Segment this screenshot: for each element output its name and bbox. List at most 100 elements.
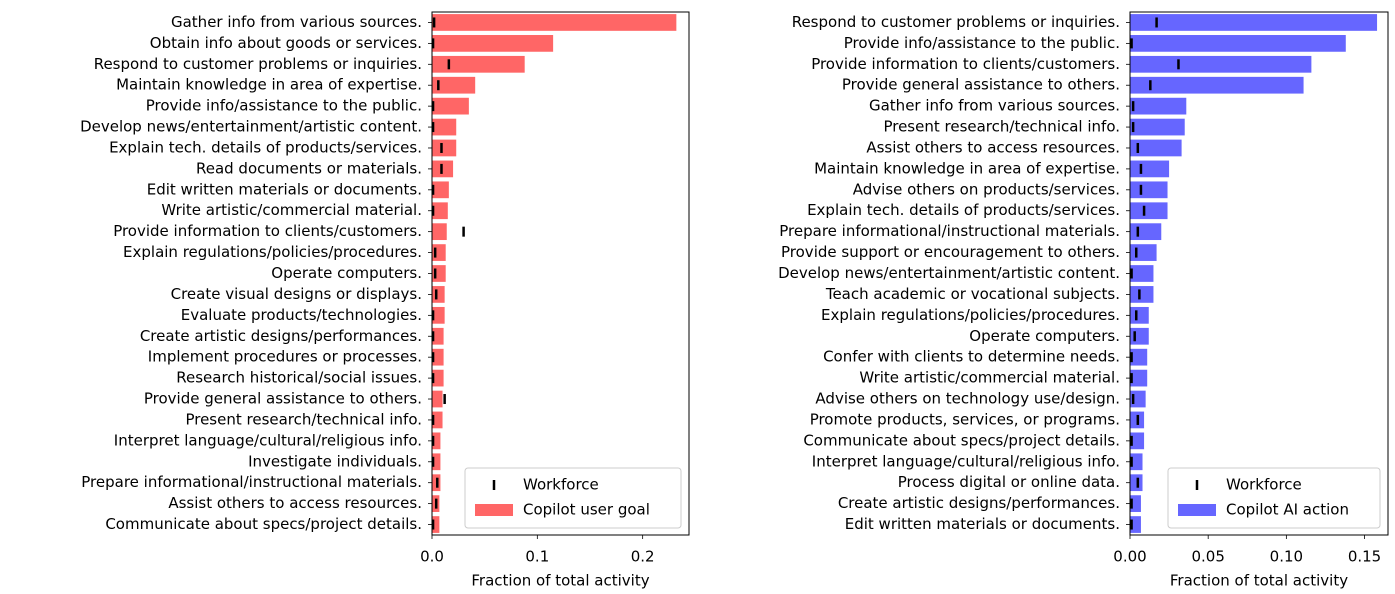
bar — [1130, 369, 1148, 387]
legend-swatch — [1178, 504, 1216, 516]
y-tick-label: Develop news/entertainment/artistic cont… — [778, 264, 1120, 282]
bar — [1130, 160, 1170, 178]
y-tick-label: Gather info from various sources. — [869, 97, 1120, 115]
bar — [1130, 306, 1149, 324]
y-tick-label: Explain tech. details of products/servic… — [109, 138, 422, 156]
y-tick-label: Develop news/entertainment/artistic cont… — [80, 118, 422, 136]
y-tick-label: Gather info from various sources. — [171, 13, 422, 31]
bar — [1130, 495, 1141, 512]
bar — [432, 202, 448, 220]
legend-label: Copilot user goal — [523, 501, 650, 519]
legend-label: Copilot AI action — [1226, 501, 1349, 519]
y-tick-label: Respond to customer problems or inquirie… — [792, 13, 1120, 31]
bar — [432, 411, 443, 429]
bar — [1130, 35, 1346, 52]
y-tick-label: Assist others to access resources. — [866, 138, 1120, 156]
bar — [1130, 181, 1168, 199]
x-tick-label: 0.10 — [1270, 548, 1303, 566]
bar — [432, 181, 449, 199]
x-axis-label: Fraction of total activity — [1170, 572, 1348, 590]
bar — [1130, 286, 1154, 303]
y-tick-label: Explain tech. details of products/servic… — [807, 201, 1120, 219]
bar — [432, 432, 441, 450]
y-tick-label: Operate computers. — [271, 264, 422, 282]
y-tick-label: Research historical/social issues. — [176, 369, 422, 387]
y-tick-label: Maintain knowledge in area of expertise. — [814, 159, 1120, 177]
bar — [1130, 139, 1182, 157]
y-tick-label: Interpret language/cultural/religious in… — [114, 431, 422, 449]
bar — [432, 348, 444, 366]
y-tick-label: Provide information to clients/customers… — [113, 222, 422, 240]
y-tick-label: Implement procedures or processes. — [148, 348, 422, 366]
y-tick-label: Operate computers. — [969, 327, 1120, 345]
y-tick-label: Maintain knowledge in area of expertise. — [116, 76, 422, 94]
plot-frame — [1129, 11, 1389, 536]
legend: Workforce Copilot AI action — [1167, 467, 1381, 529]
y-tick-label: Assist others to access resources. — [168, 494, 422, 512]
y-tick-label: Write artistic/commercial material. — [859, 369, 1120, 387]
legend-box — [1167, 467, 1381, 529]
y-tick-label: Provide general assistance to others. — [144, 390, 422, 408]
bar — [432, 453, 441, 471]
y-tick-label: Create artistic designs/performances. — [140, 327, 422, 345]
legend-label: Workforce — [523, 476, 599, 494]
y-tick-label: Edit written materials or documents. — [845, 515, 1120, 533]
bar — [1130, 202, 1168, 220]
x-tick-label: 0.00 — [1113, 548, 1146, 566]
bar — [432, 390, 443, 408]
y-tick-label: Present research/technical info. — [185, 410, 422, 428]
y-tick-label: Provide general assistance to others. — [842, 76, 1120, 94]
bar — [1130, 223, 1162, 241]
x-tick-label: 0.1 — [525, 548, 549, 566]
y-tick-label: Read documents or materials. — [196, 159, 422, 177]
y-tick-label: Prepare informational/instructional mate… — [81, 473, 422, 491]
legend: Workforce Copilot user goal — [464, 467, 682, 529]
y-tick-label: Provide support or encouragement to othe… — [781, 243, 1120, 261]
bar — [432, 516, 440, 533]
y-tick-label: Provide info/assistance to the public. — [844, 34, 1120, 52]
x-tick-label: 0.2 — [631, 548, 655, 566]
bar — [1130, 265, 1154, 282]
bar — [432, 76, 476, 94]
bar — [432, 14, 677, 31]
y-tick-label: Explain regulations/policies/procedures. — [821, 306, 1120, 324]
bar — [1130, 55, 1312, 73]
chart-panel: Gather info from various sources. Obtain … — [80, 11, 690, 590]
y-tick-label: Process digital or online data. — [898, 473, 1120, 491]
y-tick-label: Create artistic designs/performances. — [838, 494, 1120, 512]
bar — [432, 369, 444, 387]
bar — [1130, 474, 1143, 492]
legend-label: Workforce — [1226, 476, 1302, 494]
y-tick-label: Create visual designs or displays. — [171, 285, 422, 303]
y-tick-label: Communicate about specs/project details. — [803, 431, 1120, 449]
bar — [432, 97, 469, 115]
bar — [1130, 14, 1378, 31]
bar — [1130, 327, 1149, 345]
legend-box — [464, 467, 682, 529]
y-tick-label: Present research/technical info. — [883, 118, 1120, 136]
y-tick-label: Investigate individuals. — [248, 452, 422, 470]
y-tick-label: Interpret language/cultural/religious in… — [812, 452, 1120, 470]
y-tick-label: Provide information to clients/customers… — [811, 55, 1120, 73]
x-tick-label: 0.0 — [420, 548, 444, 566]
bar — [1130, 76, 1304, 94]
bar — [1130, 348, 1148, 366]
y-tick-label: Confer with clients to determine needs. — [823, 348, 1120, 366]
y-tick-label: Prepare informational/instructional mate… — [779, 222, 1120, 240]
y-tick-label: Provide info/assistance to the public. — [146, 97, 422, 115]
bar — [1130, 453, 1143, 471]
chart-panel: Respond to customer problems or inquirie… — [778, 11, 1389, 590]
y-tick-label: Edit written materials or documents. — [147, 180, 422, 198]
bar — [1130, 244, 1157, 261]
bar — [432, 327, 444, 345]
y-tick-label: Evaluate products/technologies. — [181, 306, 422, 324]
bar — [1130, 118, 1185, 136]
bar — [1130, 432, 1145, 450]
bar — [432, 55, 525, 73]
y-tick-label: Advise others on technology use/design. — [815, 390, 1120, 408]
bar — [432, 118, 457, 136]
bar — [1130, 516, 1141, 533]
x-tick-label: 0.15 — [1348, 548, 1381, 566]
bar — [432, 35, 554, 52]
